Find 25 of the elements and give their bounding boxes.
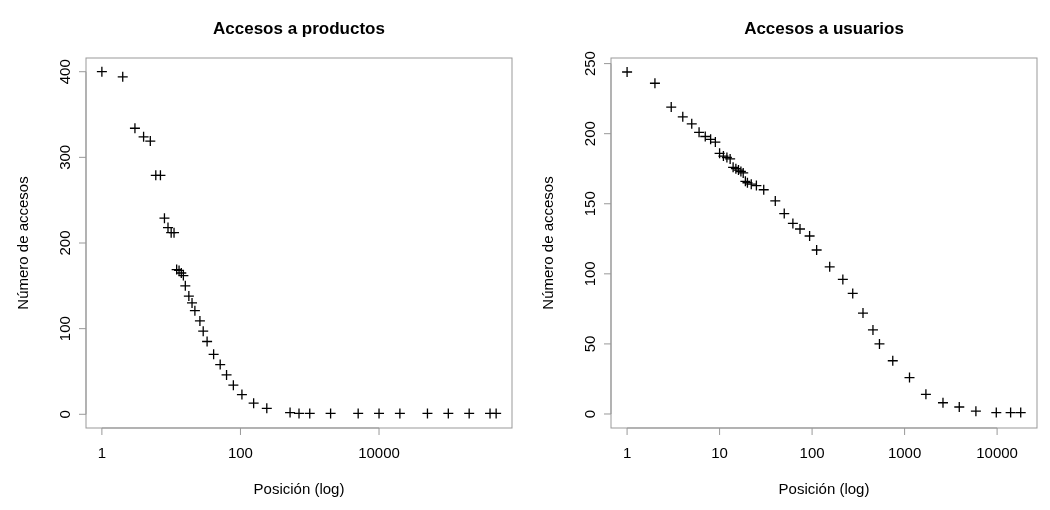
x-axis-title: Posición (log) <box>778 480 870 497</box>
y-tick-label: 100 <box>581 261 598 287</box>
chart-title: Accesos a productos <box>213 19 385 38</box>
x-tick-label: 1 <box>622 444 632 461</box>
y-axis-title: Número de accesos <box>14 176 31 310</box>
y-tick-label: 400 <box>56 59 73 85</box>
x-tick-label: 10000 <box>358 444 400 461</box>
y-tick-label: 200 <box>581 121 598 147</box>
x-tick-label: 1 <box>97 444 107 461</box>
x-tick-label: 10000 <box>976 444 1018 461</box>
y-tick-label: 150 <box>581 191 598 217</box>
x-tick-label: 100 <box>227 444 253 461</box>
y-tick-label: 0 <box>581 409 598 419</box>
x-tick-label: 1000 <box>887 444 922 461</box>
y-tick-label: 250 <box>581 51 598 77</box>
y-tick-label: 0 <box>56 410 73 419</box>
y-axis-title: Número de accesos <box>539 176 556 310</box>
y-tick-label: 300 <box>56 144 73 170</box>
x-tick-label: 10 <box>711 444 728 461</box>
chart-title: Accesos a usuarios <box>744 19 904 38</box>
y-tick-label: 200 <box>56 230 73 256</box>
y-tick-label: 100 <box>56 316 73 342</box>
x-axis-title: Posición (log) <box>253 480 345 497</box>
x-tick-label: 100 <box>799 444 825 461</box>
y-tick-label: 50 <box>581 335 598 353</box>
